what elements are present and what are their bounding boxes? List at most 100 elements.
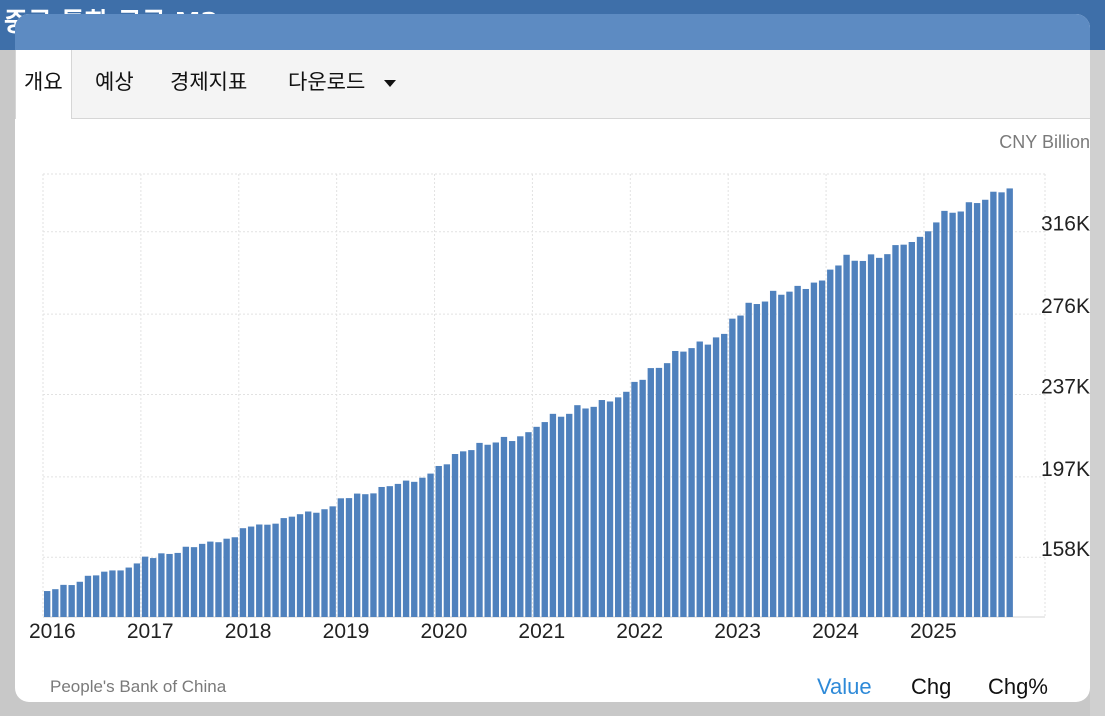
bar	[44, 591, 51, 617]
bar	[141, 556, 149, 617]
tab-bar: 개요 예상 경제지표 다운로드	[15, 50, 1090, 119]
bar	[313, 512, 320, 617]
bar	[655, 367, 663, 617]
tab-label: 예상	[95, 70, 134, 94]
bar	[998, 192, 1005, 617]
bar	[835, 265, 842, 617]
bar	[460, 451, 467, 617]
y-tick-label: 237K	[1041, 375, 1090, 398]
x-tick-label: 2024	[812, 620, 859, 643]
bar	[908, 242, 915, 617]
unit-label: CNY Billion	[999, 132, 1090, 152]
bar	[663, 363, 671, 617]
bar	[753, 304, 761, 617]
bar	[557, 416, 565, 617]
x-tick-label: 2023	[714, 620, 761, 643]
bar	[182, 546, 190, 617]
bar	[892, 245, 899, 617]
bar	[639, 379, 646, 617]
bar	[761, 301, 769, 617]
x-tick-label: 2021	[518, 620, 565, 643]
bar	[484, 444, 491, 617]
bar	[443, 464, 451, 617]
tab-label: 경제지표	[170, 70, 248, 94]
bar	[598, 400, 606, 617]
bar	[52, 589, 59, 617]
bar	[321, 509, 328, 617]
bar	[256, 524, 263, 617]
bar	[729, 318, 736, 617]
bar	[549, 413, 557, 617]
bar	[386, 486, 393, 617]
bar	[419, 477, 426, 617]
bar	[818, 280, 826, 617]
toggle-chg-percent[interactable]: Chg%	[988, 674, 1048, 699]
bar	[876, 257, 883, 617]
bar	[614, 397, 622, 617]
bar	[541, 422, 548, 617]
bar	[574, 405, 581, 617]
bar	[133, 563, 141, 617]
bar	[190, 547, 198, 617]
tab-download[interactable]: 다운로드	[288, 50, 396, 118]
bar	[492, 442, 499, 617]
bar	[476, 442, 483, 617]
bar	[378, 486, 385, 617]
bar	[688, 348, 695, 617]
tab-forecast[interactable]: 예상	[95, 50, 134, 118]
x-tick-label: 2018	[225, 620, 272, 643]
bar	[411, 481, 418, 617]
bar	[827, 269, 834, 617]
bar	[851, 260, 858, 617]
bar	[207, 541, 214, 617]
bar	[916, 236, 924, 617]
bar	[884, 254, 891, 617]
bar	[239, 528, 247, 617]
bar	[402, 480, 410, 617]
bar	[582, 408, 589, 617]
bar	[924, 231, 932, 617]
bar	[264, 524, 271, 617]
bar	[198, 543, 206, 617]
bar	[370, 493, 377, 617]
bar	[623, 391, 630, 617]
bar	[468, 450, 475, 617]
bar	[737, 315, 744, 617]
bar	[949, 212, 956, 618]
x-tick-label: 2025	[910, 620, 957, 643]
x-tick-label: 2016	[29, 620, 76, 643]
bar	[174, 552, 181, 617]
bar	[721, 333, 728, 617]
scrollbar[interactable]	[1090, 50, 1105, 716]
bar	[606, 401, 614, 617]
bar	[353, 493, 361, 617]
bar	[965, 202, 973, 618]
toggle-chg[interactable]: Chg	[911, 674, 952, 699]
bar	[933, 222, 940, 618]
bar	[696, 341, 703, 617]
bar	[272, 523, 279, 617]
bar	[68, 585, 75, 617]
bar	[247, 526, 255, 617]
bar	[427, 473, 434, 617]
bar	[590, 406, 597, 617]
toggle-value[interactable]: Value	[817, 674, 872, 699]
bar	[345, 498, 353, 617]
bar	[957, 211, 964, 617]
y-tick-label: 276K	[1041, 295, 1090, 318]
source-label: People's Bank of China	[50, 677, 227, 696]
bar	[533, 426, 540, 617]
x-tick-label: 2022	[616, 620, 663, 643]
tab-indicators[interactable]: 경제지표	[170, 50, 247, 118]
y-tick-label: 158K	[1041, 538, 1090, 561]
tab-label: 개요	[24, 70, 63, 94]
bar	[631, 381, 638, 617]
bar	[867, 254, 875, 618]
bar	[158, 553, 165, 617]
bar	[745, 302, 752, 617]
bar	[231, 537, 238, 617]
caret-down-icon	[383, 79, 396, 87]
card-title-strip	[15, 14, 1090, 50]
bar	[647, 368, 654, 617]
tab-overview[interactable]: 개요	[15, 50, 72, 119]
